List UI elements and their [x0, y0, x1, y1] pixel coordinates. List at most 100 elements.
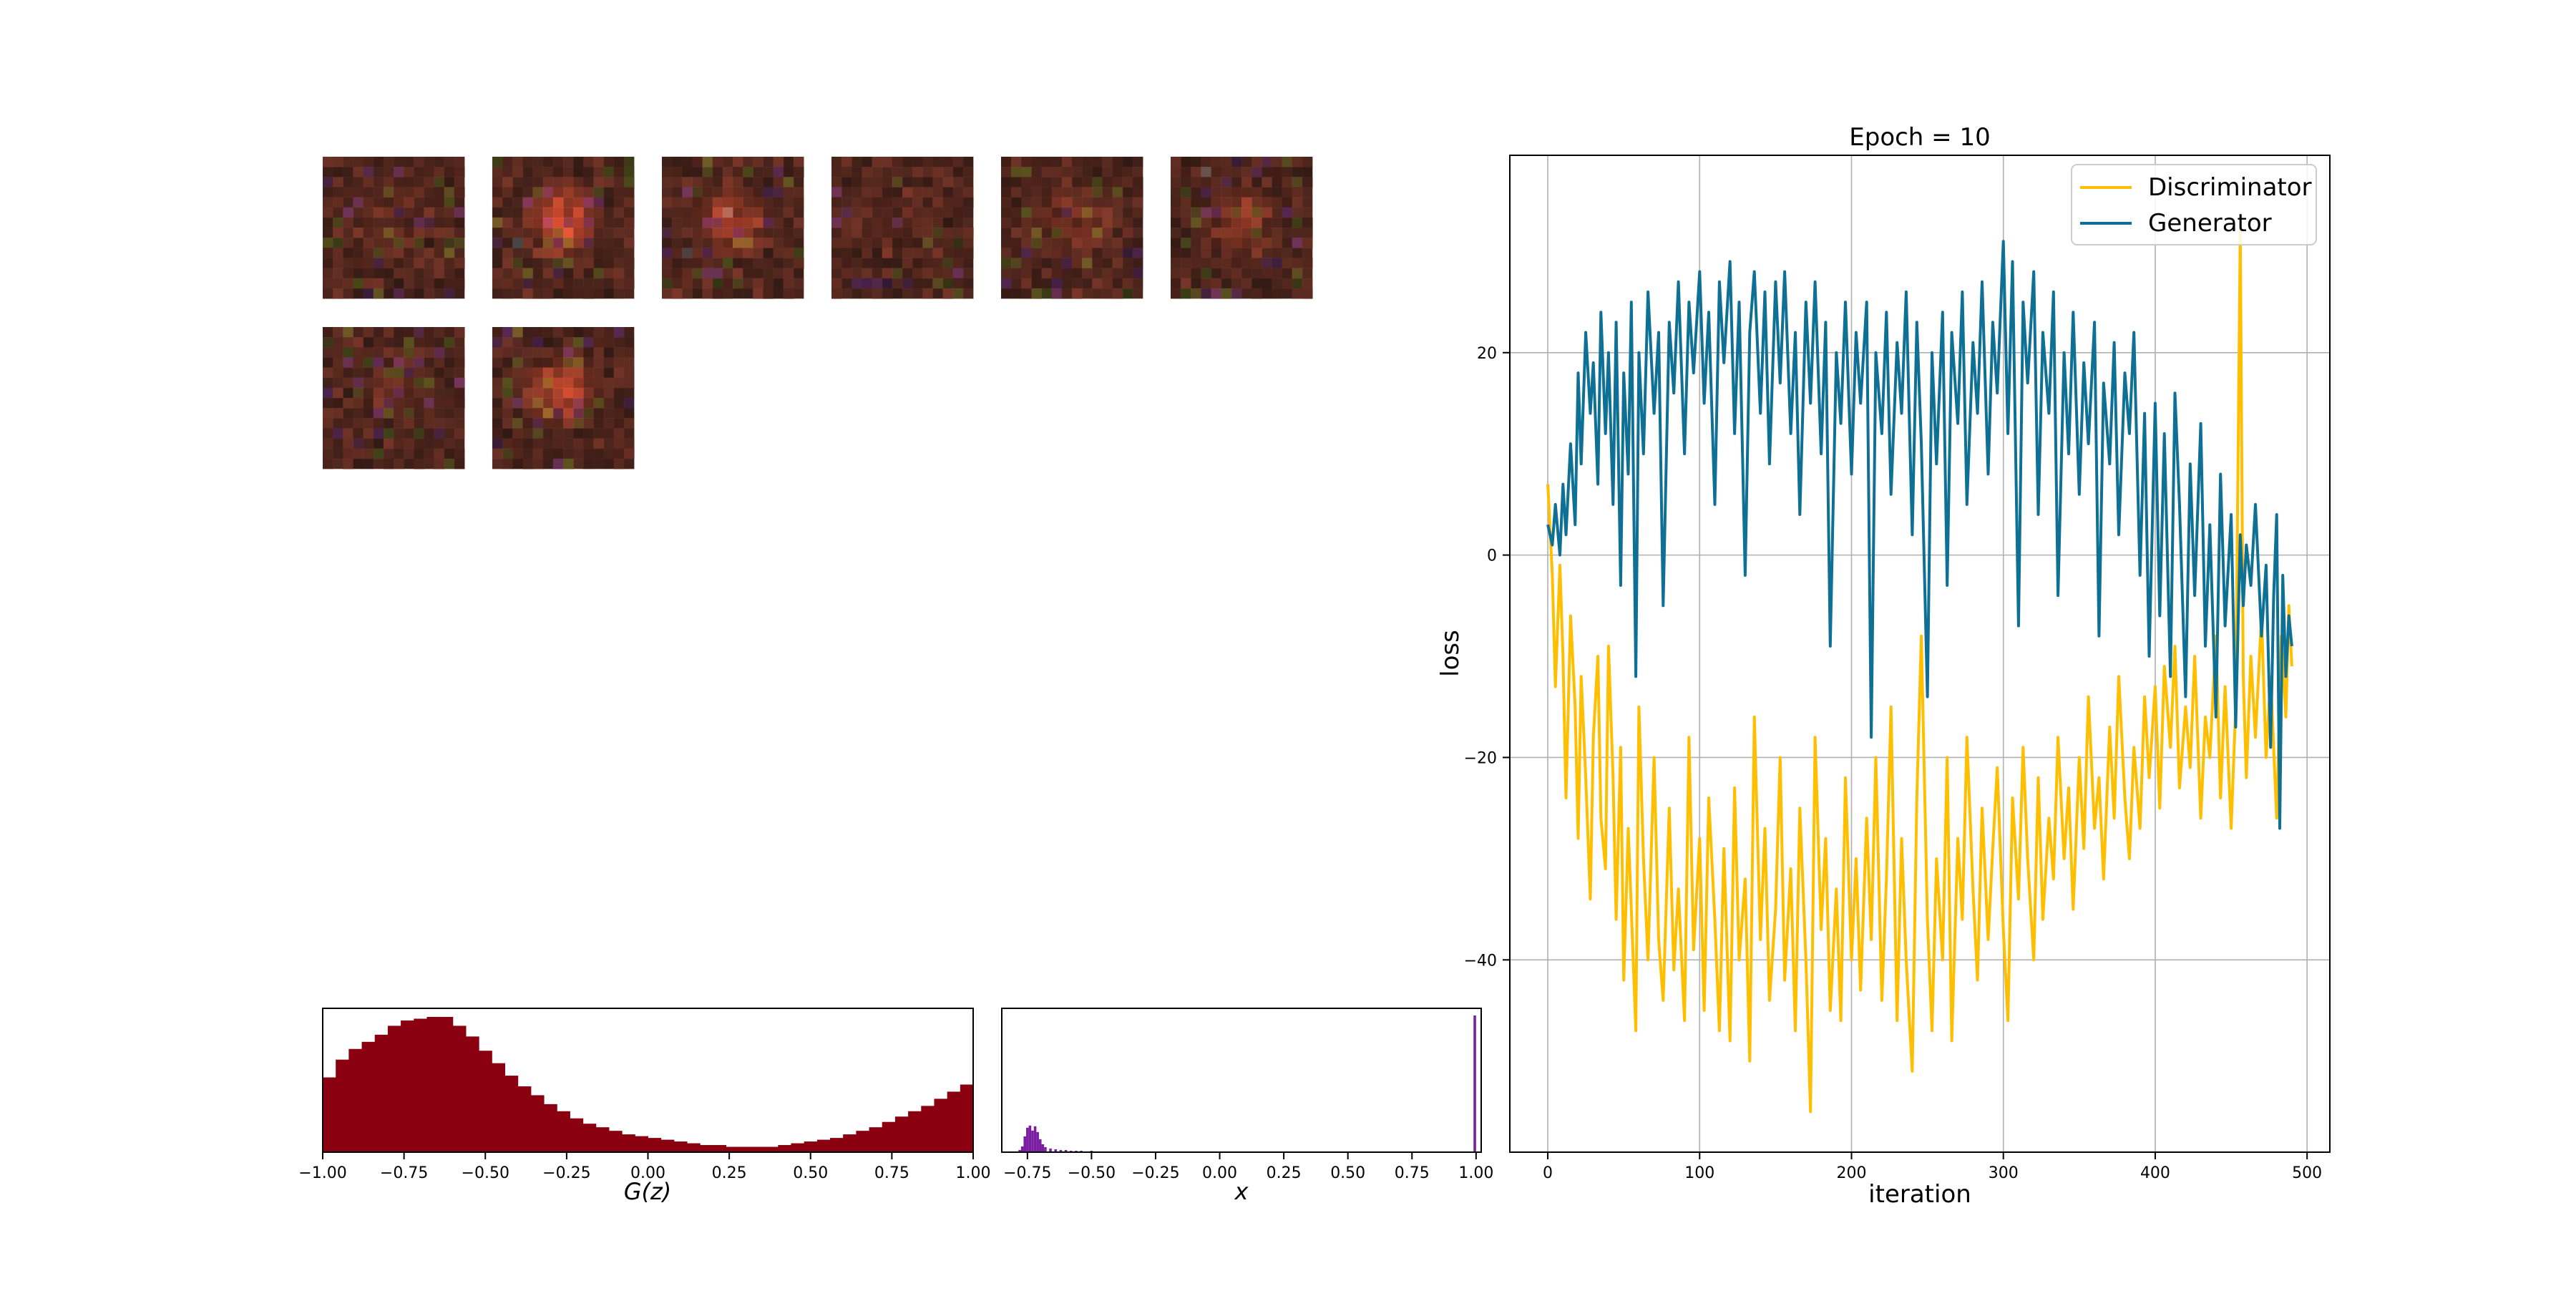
legend-discriminator-label: Discriminator: [2148, 173, 2312, 202]
x-tick-label: −1.00: [298, 1164, 346, 1182]
loss-chart-ylabel: loss: [1436, 630, 1465, 677]
histogram-bar: [323, 1077, 336, 1152]
histogram-bar: [557, 1111, 570, 1152]
histogram-bar: [869, 1127, 883, 1152]
histogram-bar: [1028, 1125, 1032, 1152]
histogram-bar: [1026, 1127, 1029, 1152]
histogram-bar: [426, 1017, 441, 1152]
histogram-bar: [960, 1084, 974, 1152]
histogram-bar: [648, 1138, 662, 1152]
generated-histogram-bars: [323, 1017, 974, 1152]
histogram-bar: [348, 1048, 363, 1152]
histogram-bar: [1075, 1150, 1078, 1152]
y-tick-label: 20: [1477, 345, 1497, 363]
histogram-bar: [738, 1146, 753, 1152]
histogram-bar: [1018, 1149, 1021, 1152]
histogram-bar: [622, 1134, 635, 1152]
x-tick-label: 200: [1837, 1164, 1867, 1182]
x-tick-label: −0.50: [462, 1164, 509, 1182]
x-tick-label: 1.00: [956, 1164, 991, 1182]
histogram-bar: [361, 1041, 376, 1152]
histogram-bar: [660, 1139, 675, 1152]
histogram-bar: [1023, 1136, 1027, 1152]
histogram-bar: [1069, 1150, 1073, 1152]
histogram-bar: [1054, 1149, 1058, 1152]
histogram-bar: [882, 1121, 896, 1152]
x-tick-label: 100: [1684, 1164, 1714, 1182]
x-tick-label: 0.25: [1267, 1164, 1302, 1182]
sample-image: [323, 327, 465, 469]
histogram-bar: [921, 1106, 935, 1152]
real-histogram-bars: [1018, 1015, 1476, 1152]
sample-image: [831, 157, 974, 299]
histogram-bar: [687, 1143, 701, 1152]
histogram-bar: [816, 1139, 831, 1152]
histogram-bar: [1064, 1149, 1068, 1152]
series-line-discriminator: [1546, 230, 2293, 1114]
legend-box: [2071, 164, 2317, 245]
real-histogram-frame: [1001, 1008, 1482, 1153]
loss-chart-xlabel: iteration: [1868, 1180, 1971, 1209]
x-tick-label: −0.25: [1131, 1164, 1179, 1182]
histogram-bar: [517, 1086, 532, 1152]
histogram-bar: [1041, 1144, 1045, 1152]
sample-image-grid: [323, 157, 1313, 469]
x-tick-label: 500: [2292, 1164, 2322, 1182]
histogram-bar: [635, 1136, 648, 1152]
real-histogram-x-ticks: −0.75 −0.50 −0.25 0.00 0.25 0.50 0.75 1.00: [1003, 1152, 1493, 1182]
histogram-bar: [595, 1127, 610, 1152]
x-tick-label: 0.00: [1202, 1164, 1237, 1182]
x-tick-label: 400: [2140, 1164, 2170, 1182]
histogram-bar: [544, 1104, 557, 1152]
histogram-bar: [1020, 1146, 1024, 1152]
histogram-bar: [1038, 1139, 1042, 1152]
histogram-bar: [751, 1146, 766, 1152]
histogram-bar: [452, 1026, 467, 1152]
histogram-bar: [791, 1143, 805, 1152]
histogram-bar: [1059, 1149, 1063, 1152]
x-tick-label: 300: [1989, 1164, 2019, 1182]
histogram-bar: [530, 1095, 545, 1152]
histogram-bar: [608, 1131, 623, 1152]
histogram-bar: [492, 1063, 506, 1152]
real-histogram-xlabel: x: [1234, 1178, 1249, 1205]
loss-chart-ticks: 0 100 200 300 400 500 −40 −20 0 20: [1464, 345, 2323, 1182]
x-tick-label: 1.00: [1458, 1164, 1493, 1182]
sample-image: [492, 157, 635, 299]
y-tick-label: −20: [1464, 749, 1497, 767]
histogram-bar: [726, 1146, 740, 1152]
histogram-bar: [1090, 1150, 1093, 1152]
histogram-bar: [374, 1034, 389, 1152]
histogram-bar: [1036, 1131, 1039, 1152]
histogram-bar: [1033, 1126, 1037, 1152]
histogram-bar: [1473, 1015, 1476, 1152]
histogram-bar: [439, 1017, 454, 1152]
loss-chart-frame: [1509, 155, 2331, 1153]
sample-image: [662, 157, 804, 299]
sample-image: [1171, 157, 1313, 299]
generated-histogram: −1.00 −0.75 −0.50 −0.25 0.00 0.25 0.50 0.75 1.00…: [298, 1008, 990, 1205]
histogram-bar: [479, 1051, 492, 1152]
x-tick-label: 0.75: [874, 1164, 909, 1182]
y-tick-label: 0: [1487, 547, 1497, 565]
sample-image: [1001, 157, 1143, 299]
real-histogram: −0.75 −0.50 −0.25 0.00 0.25 0.50 0.75 1.00 x: [1001, 1008, 1493, 1205]
x-tick-label: 0: [1543, 1164, 1553, 1182]
loss-chart-series: [1546, 230, 2293, 1114]
histogram-bar: [843, 1134, 857, 1152]
histogram-bar: [934, 1098, 948, 1152]
x-tick-label: −0.75: [380, 1164, 428, 1182]
x-tick-label: 0.25: [712, 1164, 747, 1182]
histogram-bar: [765, 1146, 779, 1152]
histogram-bar: [700, 1145, 713, 1152]
x-tick-label: −0.50: [1068, 1164, 1116, 1182]
x-tick-label: 0.50: [793, 1164, 828, 1182]
histogram-bar: [387, 1026, 401, 1152]
histogram-bar: [830, 1138, 844, 1152]
x-tick-label: 0.00: [630, 1164, 665, 1182]
x-tick-label: −0.25: [542, 1164, 590, 1182]
histogram-bar: [414, 1018, 427, 1152]
legend-generator-label: Generator: [2148, 209, 2272, 238]
histogram-bar: [947, 1091, 961, 1152]
